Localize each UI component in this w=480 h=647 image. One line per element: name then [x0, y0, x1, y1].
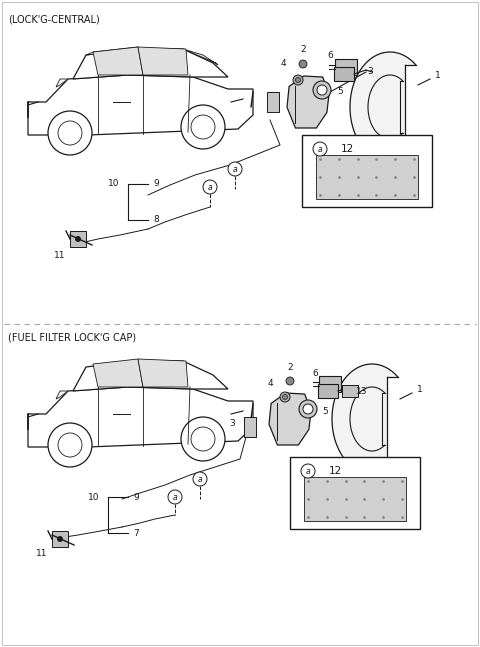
Circle shape	[168, 490, 182, 504]
Polygon shape	[93, 359, 143, 387]
Circle shape	[296, 78, 300, 83]
Text: 13: 13	[356, 386, 368, 395]
Text: a: a	[198, 474, 202, 483]
Text: 12: 12	[328, 466, 342, 476]
Text: 1: 1	[417, 384, 423, 393]
Polygon shape	[28, 387, 253, 447]
Circle shape	[299, 60, 307, 68]
Polygon shape	[138, 359, 188, 387]
Text: 1: 1	[435, 71, 441, 80]
Text: a: a	[306, 466, 310, 476]
Text: 2: 2	[300, 45, 306, 54]
Text: 3: 3	[367, 67, 373, 76]
Circle shape	[57, 536, 63, 542]
Bar	[318, 384, 338, 398]
Polygon shape	[350, 52, 416, 162]
Circle shape	[283, 395, 288, 399]
Bar	[302, 135, 432, 207]
Circle shape	[299, 400, 317, 418]
Text: 11: 11	[54, 250, 66, 259]
Text: 10: 10	[88, 492, 100, 501]
Polygon shape	[93, 47, 143, 75]
Polygon shape	[73, 49, 228, 79]
Text: 6: 6	[312, 369, 318, 377]
Bar	[335, 59, 357, 75]
Text: 8: 8	[153, 215, 159, 225]
Text: 6: 6	[327, 52, 333, 61]
Circle shape	[303, 404, 313, 414]
Text: a: a	[233, 164, 237, 173]
Circle shape	[203, 180, 217, 194]
Bar	[334, 67, 354, 81]
Text: 5: 5	[337, 87, 343, 96]
Bar	[267, 92, 279, 112]
Text: a: a	[173, 492, 177, 501]
Text: 11: 11	[36, 549, 48, 558]
Bar	[342, 385, 358, 397]
Text: 4: 4	[280, 60, 286, 69]
Text: 3: 3	[229, 419, 235, 428]
Text: 9: 9	[153, 179, 159, 188]
Text: 12: 12	[340, 144, 354, 154]
Bar	[319, 376, 341, 392]
Text: 10: 10	[108, 179, 120, 188]
Text: 4: 4	[267, 378, 273, 388]
Circle shape	[280, 392, 290, 402]
Circle shape	[313, 81, 331, 99]
Polygon shape	[183, 49, 218, 65]
Text: a: a	[318, 144, 322, 153]
Polygon shape	[56, 79, 68, 87]
Text: 7: 7	[133, 529, 139, 538]
Polygon shape	[56, 391, 68, 399]
Bar	[52, 531, 68, 547]
Polygon shape	[28, 75, 253, 135]
Polygon shape	[332, 364, 398, 474]
Circle shape	[75, 236, 81, 242]
Bar	[70, 231, 86, 247]
Text: (FUEL FILTER LOCK'G CAP): (FUEL FILTER LOCK'G CAP)	[8, 333, 136, 343]
Circle shape	[181, 105, 225, 149]
Circle shape	[293, 75, 303, 85]
Circle shape	[313, 142, 327, 156]
Bar	[244, 417, 256, 437]
Circle shape	[301, 464, 315, 478]
Circle shape	[317, 85, 327, 95]
Bar	[316, 155, 418, 199]
Circle shape	[48, 423, 92, 467]
Polygon shape	[287, 76, 329, 128]
Text: 9: 9	[133, 492, 139, 501]
Circle shape	[228, 162, 242, 176]
Polygon shape	[73, 361, 228, 391]
Polygon shape	[86, 47, 138, 55]
Polygon shape	[269, 393, 311, 445]
Text: a: a	[208, 182, 212, 192]
Circle shape	[48, 111, 92, 155]
Circle shape	[286, 377, 294, 385]
Circle shape	[181, 417, 225, 461]
Text: 5: 5	[322, 406, 328, 415]
Circle shape	[193, 472, 207, 486]
Bar	[304, 477, 406, 521]
Text: (LOCK'G-CENTRAL): (LOCK'G-CENTRAL)	[8, 15, 100, 25]
Text: 2: 2	[287, 362, 293, 371]
Polygon shape	[138, 47, 188, 75]
Bar	[290, 457, 420, 529]
